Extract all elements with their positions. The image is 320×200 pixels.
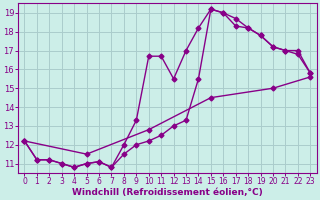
X-axis label: Windchill (Refroidissement éolien,°C): Windchill (Refroidissement éolien,°C) — [72, 188, 263, 197]
